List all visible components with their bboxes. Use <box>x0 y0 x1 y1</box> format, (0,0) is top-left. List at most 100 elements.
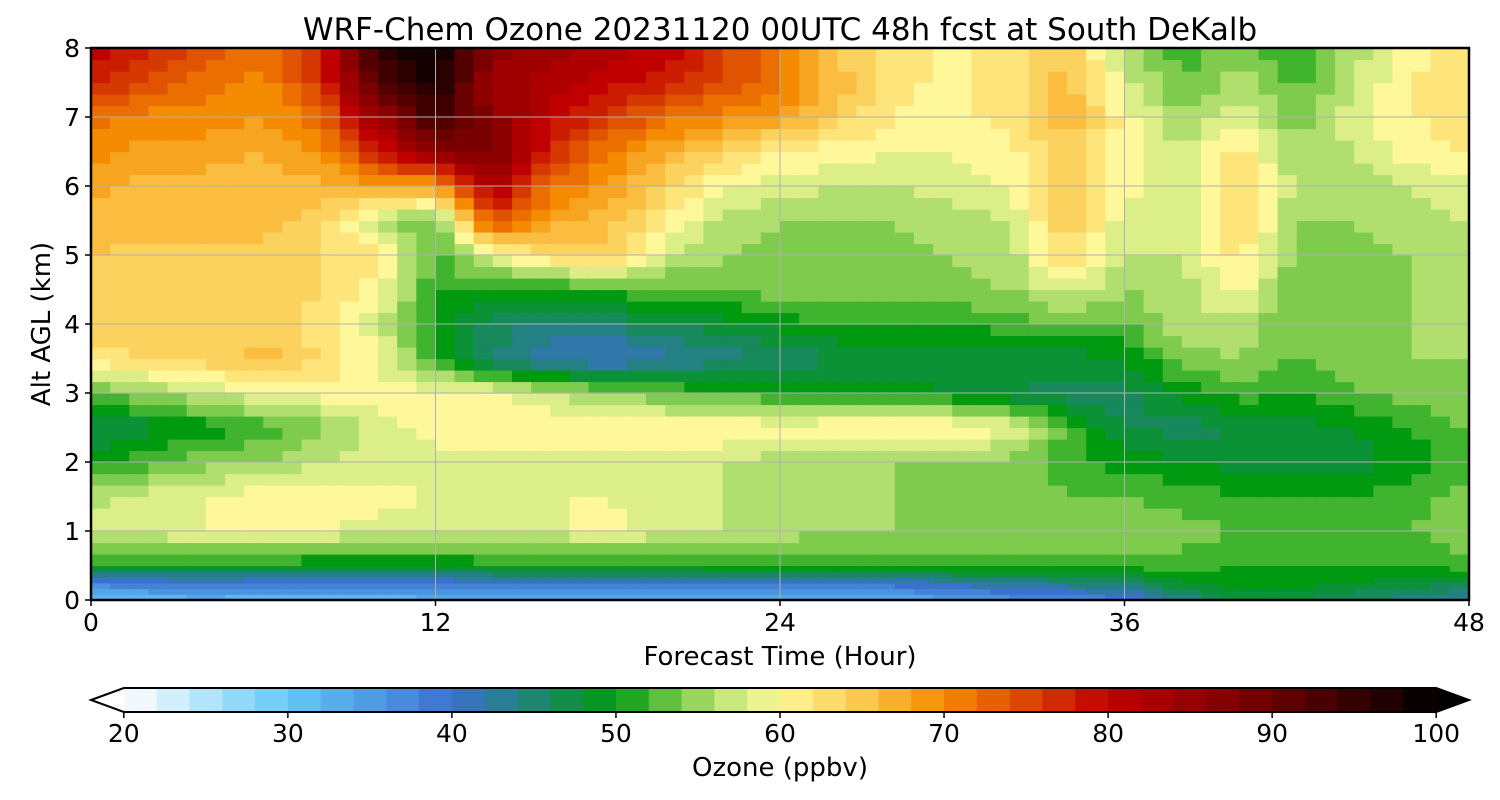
heatmap-cell <box>91 577 111 584</box>
heatmap-cell <box>91 232 111 245</box>
heatmap-cell <box>1220 209 1240 222</box>
heatmap-cell <box>1258 82 1279 95</box>
heatmap-cell <box>894 594 915 600</box>
heatmap-cell <box>282 278 303 291</box>
heatmap-cell <box>263 186 283 199</box>
heatmap-cell <box>1201 94 1221 107</box>
heatmap-cell <box>1220 565 1240 572</box>
heatmap-cell <box>397 128 417 141</box>
heatmap-cell <box>818 554 839 567</box>
heatmap-cell <box>91 450 111 463</box>
heatmap-cell <box>1028 565 1049 572</box>
heatmap-cell <box>933 174 953 187</box>
heatmap-cell <box>607 347 628 360</box>
heatmap-cell <box>1162 519 1183 532</box>
heatmap-cell <box>894 59 915 72</box>
heatmap-cell <box>1181 140 1202 153</box>
heatmap-cell <box>550 209 571 222</box>
heatmap-cell <box>1067 312 1087 325</box>
heatmap-cell <box>205 186 226 199</box>
heatmap-cell <box>339 393 360 406</box>
heatmap-cell <box>1201 473 1221 486</box>
heatmap-cell <box>282 381 303 394</box>
heatmap-cell <box>435 117 456 130</box>
heatmap-cell <box>569 289 590 302</box>
heatmap-cell <box>760 485 781 498</box>
heatmap-cell <box>1258 462 1279 475</box>
heatmap-cell <box>741 381 762 394</box>
heatmap-cell <box>646 117 666 130</box>
heatmap-cell <box>626 450 647 463</box>
heatmap-cell <box>1086 485 1106 498</box>
heatmap-cell <box>550 588 571 595</box>
heatmap-cell <box>1239 370 1260 383</box>
heatmap-cell <box>186 128 207 141</box>
heatmap-cell <box>473 358 494 371</box>
heatmap-cell <box>512 324 532 337</box>
heatmap-cell <box>1067 48 1087 61</box>
heatmap-cell <box>760 163 781 176</box>
heatmap-cell <box>933 565 953 572</box>
heatmap-cell <box>684 462 705 475</box>
heatmap-cell <box>952 347 972 360</box>
heatmap-cell <box>358 335 379 348</box>
heatmap-cell <box>1086 163 1106 176</box>
heatmap-cell <box>205 427 226 440</box>
heatmap-cell <box>320 48 341 61</box>
heatmap-cell <box>1162 163 1183 176</box>
heatmap-cell <box>646 324 666 337</box>
heatmap-cell <box>301 71 322 84</box>
heatmap-cell <box>1162 312 1183 325</box>
heatmap-cell <box>741 594 762 600</box>
heatmap-cell <box>282 450 303 463</box>
heatmap-cell <box>473 347 494 360</box>
heatmap-cell <box>550 381 571 394</box>
heatmap-cell <box>646 48 666 61</box>
heatmap-cell <box>1373 48 1394 61</box>
heatmap-cell <box>1220 393 1240 406</box>
heatmap-cell <box>301 312 322 325</box>
heatmap-cell <box>1392 301 1413 314</box>
heatmap-cell <box>780 301 800 314</box>
heatmap-cell <box>741 335 762 348</box>
heatmap-cell <box>1296 404 1317 417</box>
heatmap-cell <box>684 105 705 118</box>
heatmap-cell <box>263 347 283 360</box>
heatmap-cell <box>1239 554 1260 567</box>
heatmap-cell <box>301 278 322 291</box>
heatmap-cell <box>952 335 972 348</box>
heatmap-cell <box>1028 370 1049 383</box>
heatmap-cell <box>1143 571 1164 578</box>
heatmap-cell <box>1162 347 1183 360</box>
heatmap-cell <box>416 542 437 555</box>
heatmap-cell <box>971 232 992 245</box>
heatmap-cell <box>913 174 934 187</box>
heatmap-cell <box>1373 128 1394 141</box>
heatmap-cell <box>875 531 896 544</box>
heatmap-cell <box>186 197 207 210</box>
heatmap-cell <box>665 255 685 268</box>
heatmap-cell <box>416 439 437 452</box>
heatmap-cell <box>1162 462 1183 475</box>
heatmap-cell <box>1028 71 1049 84</box>
heatmap-cell <box>875 128 896 141</box>
heatmap-cell <box>91 140 111 153</box>
heatmap-cell <box>1239 278 1260 291</box>
heatmap-cell <box>741 358 762 371</box>
heatmap-cell <box>454 542 475 555</box>
heatmap-cell <box>531 485 551 498</box>
heatmap-cell <box>1162 117 1183 130</box>
heatmap-cell <box>320 347 341 360</box>
heatmap-cell <box>531 59 551 72</box>
heatmap-cell <box>990 416 1011 429</box>
heatmap-cell <box>435 266 456 279</box>
heatmap-cell <box>1143 358 1164 371</box>
heatmap-cell <box>339 48 360 61</box>
heatmap-cell <box>607 473 628 486</box>
heatmap-cell <box>933 243 953 256</box>
heatmap-cell <box>722 266 743 279</box>
heatmap-cell <box>1181 393 1202 406</box>
heatmap-cell <box>933 186 953 199</box>
heatmap-cell <box>741 542 762 555</box>
heatmap-cell <box>1449 59 1469 72</box>
